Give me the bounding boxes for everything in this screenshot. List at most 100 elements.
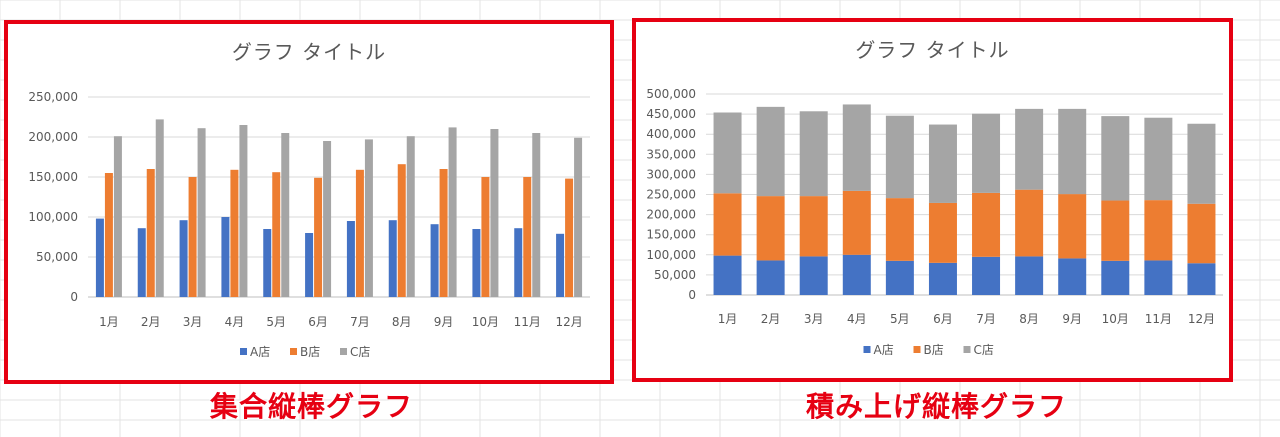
bar-C-4 <box>842 104 871 191</box>
bar-B-11 <box>523 177 532 297</box>
bar-C-7 <box>364 139 373 297</box>
chart-title: グラフ タイトル <box>855 38 1009 62</box>
bar-C-12 <box>574 137 583 297</box>
bar-B-7 <box>972 192 1001 257</box>
legend-label-A: A店 <box>250 345 270 359</box>
bar-A-12 <box>556 233 565 297</box>
bar-A-6 <box>928 262 957 295</box>
stacked-chart-frame[interactable]: グラフ タイトル 0 50,000 100,000 150,000 200,000 250,… <box>632 18 1233 382</box>
legend-swatch-C <box>340 348 347 355</box>
bar-C-1 <box>113 136 122 297</box>
legend-label-C: C店 <box>350 345 370 359</box>
bar-C-11 <box>532 133 541 297</box>
bar-C-6 <box>323 141 332 297</box>
caption-stacked: 積み上げ縦棒グラフ <box>806 390 1068 423</box>
bar-B-6 <box>928 202 957 263</box>
x-tick-label: 4月 <box>225 315 245 329</box>
y-tick-label: 250,000 <box>646 188 696 202</box>
y-tick-label: 150,000 <box>646 228 696 242</box>
y-tick-label: 0 <box>70 290 78 304</box>
bar-B-9 <box>439 169 448 297</box>
bar-B-5 <box>885 198 914 261</box>
x-tick-label: 6月 <box>933 312 953 326</box>
x-tick-label: 10月 <box>1102 312 1129 326</box>
bar-B-2 <box>756 196 785 261</box>
bar-A-8 <box>388 220 397 297</box>
x-tick-label: 4月 <box>847 312 867 326</box>
x-tick-label: 11月 <box>514 315 541 329</box>
bar-C-2 <box>155 119 164 298</box>
bar-C-3 <box>799 111 828 197</box>
bar-A-3 <box>799 256 828 295</box>
clustered-chart-frame[interactable]: グラフ タイトル 0 50,000 100,000 150,000 200,000 250,… <box>4 20 614 384</box>
x-tick-label: 10月 <box>472 315 499 329</box>
x-tick-label: 1月 <box>718 312 738 326</box>
bar-A-1 <box>713 255 742 295</box>
bar-B-1 <box>104 173 113 297</box>
x-tick-label: 11月 <box>1145 312 1172 326</box>
legend-label-A: A店 <box>874 343 894 357</box>
bar-C-7 <box>972 113 1001 193</box>
bar-B-10 <box>1101 200 1130 261</box>
bar-C-5 <box>885 115 914 199</box>
x-tick-label: 12月 <box>555 315 582 329</box>
chart-title: グラフ タイトル <box>232 40 386 64</box>
x-tick-label: 9月 <box>1062 312 1082 326</box>
clustered-column-chart: グラフ タイトル 0 50,000 100,000 150,000 200,000 250,… <box>28 40 590 359</box>
x-tick-label: 5月 <box>266 315 286 329</box>
legend-label-C: C店 <box>974 343 994 357</box>
bar-C-5 <box>281 133 290 297</box>
bar-B-1 <box>713 193 742 256</box>
x-tick-label: 2月 <box>141 315 161 329</box>
bar-C-6 <box>928 124 957 203</box>
x-tick-label: 6月 <box>308 315 328 329</box>
y-tick-label: 450,000 <box>646 107 696 121</box>
bar-A-4 <box>842 254 871 295</box>
x-tick-label: 9月 <box>434 315 454 329</box>
x-tick-label: 8月 <box>392 315 412 329</box>
bar-B-10 <box>481 177 490 297</box>
x-tick-label: 3月 <box>804 312 824 326</box>
bar-B-8 <box>1015 189 1044 257</box>
bar-A-10 <box>472 229 481 297</box>
stacked-column-chart: グラフ タイトル 0 50,000 100,000 150,000 200,000 250,… <box>646 38 1223 357</box>
x-tick-label: 8月 <box>1019 312 1039 326</box>
bar-C-10 <box>1101 116 1130 201</box>
x-tick-label: 7月 <box>350 315 370 329</box>
bar-A-9 <box>430 224 439 297</box>
bar-A-7 <box>972 256 1001 295</box>
bar-C-8 <box>406 136 415 297</box>
bar-A-3 <box>179 220 188 297</box>
bar-A-11 <box>514 228 523 297</box>
legend-label-B: B店 <box>924 343 944 357</box>
bar-A-5 <box>885 260 914 295</box>
y-tick-label: 100,000 <box>28 210 78 224</box>
y-tick-label: 300,000 <box>646 167 696 181</box>
bar-C-9 <box>448 127 457 298</box>
y-tick-label: 50,000 <box>654 268 696 282</box>
legend-label-B: B店 <box>300 345 320 359</box>
bar-C-10 <box>490 129 499 297</box>
bar-A-6 <box>305 233 314 297</box>
x-tick-label: 7月 <box>976 312 996 326</box>
bar-B-5 <box>272 172 281 297</box>
y-tick-label: 0 <box>688 288 696 302</box>
legend-swatch-B <box>290 348 297 355</box>
y-tick-label: 100,000 <box>646 248 696 262</box>
bar-C-3 <box>197 128 206 297</box>
y-tick-label: 500,000 <box>646 87 696 101</box>
bar-A-5 <box>263 229 272 297</box>
bar-B-11 <box>1144 200 1173 261</box>
bar-B-4 <box>842 190 871 255</box>
bar-A-1 <box>95 218 104 297</box>
bar-B-4 <box>230 169 239 297</box>
bar-A-11 <box>1144 260 1173 295</box>
bar-C-2 <box>756 106 785 197</box>
bar-A-12 <box>1187 263 1216 295</box>
x-tick-label: 2月 <box>761 312 781 326</box>
y-tick-label: 250,000 <box>28 90 78 104</box>
y-tick-label: 350,000 <box>646 147 696 161</box>
bar-B-3 <box>188 177 197 297</box>
y-tick-label: 50,000 <box>36 250 78 264</box>
x-tick-label: 1月 <box>99 315 119 329</box>
